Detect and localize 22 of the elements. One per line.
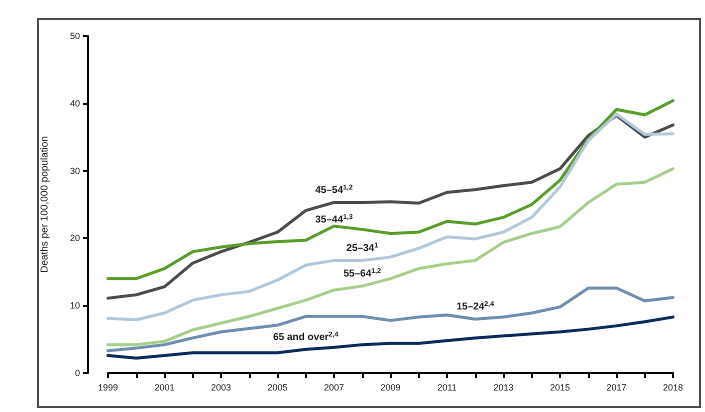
x-tick-label: 2015 — [550, 382, 570, 392]
x-tick-label: 2009 — [380, 382, 401, 392]
x-tick-label: 2013 — [493, 382, 514, 392]
line-series — [106, 286, 674, 352]
line-series — [106, 167, 674, 346]
x-tick-label: 2018 — [662, 382, 684, 392]
x-tick-label: 2003 — [210, 382, 232, 392]
line-series — [106, 99, 674, 280]
y-tick-label: 30 — [70, 166, 80, 176]
x-tick-label: 2017 — [606, 382, 627, 392]
x-tick-label: 2011 — [437, 382, 457, 392]
y-tick-label: 50 — [70, 31, 80, 41]
x-tick-label: 2007 — [324, 382, 344, 392]
x-tick-label: 2001 — [154, 382, 175, 392]
y-tick-label: 10 — [70, 300, 80, 311]
x-tick-label: 2005 — [267, 382, 288, 392]
line-series — [106, 316, 674, 360]
x-tick-label: 1999 — [98, 382, 118, 392]
y-axis-title: Deaths per 100,000 population — [40, 136, 50, 273]
y-tick-label: 20 — [70, 233, 80, 244]
y-tick-label: 0 — [74, 368, 80, 378]
y-tick-label: 40 — [70, 98, 80, 108]
